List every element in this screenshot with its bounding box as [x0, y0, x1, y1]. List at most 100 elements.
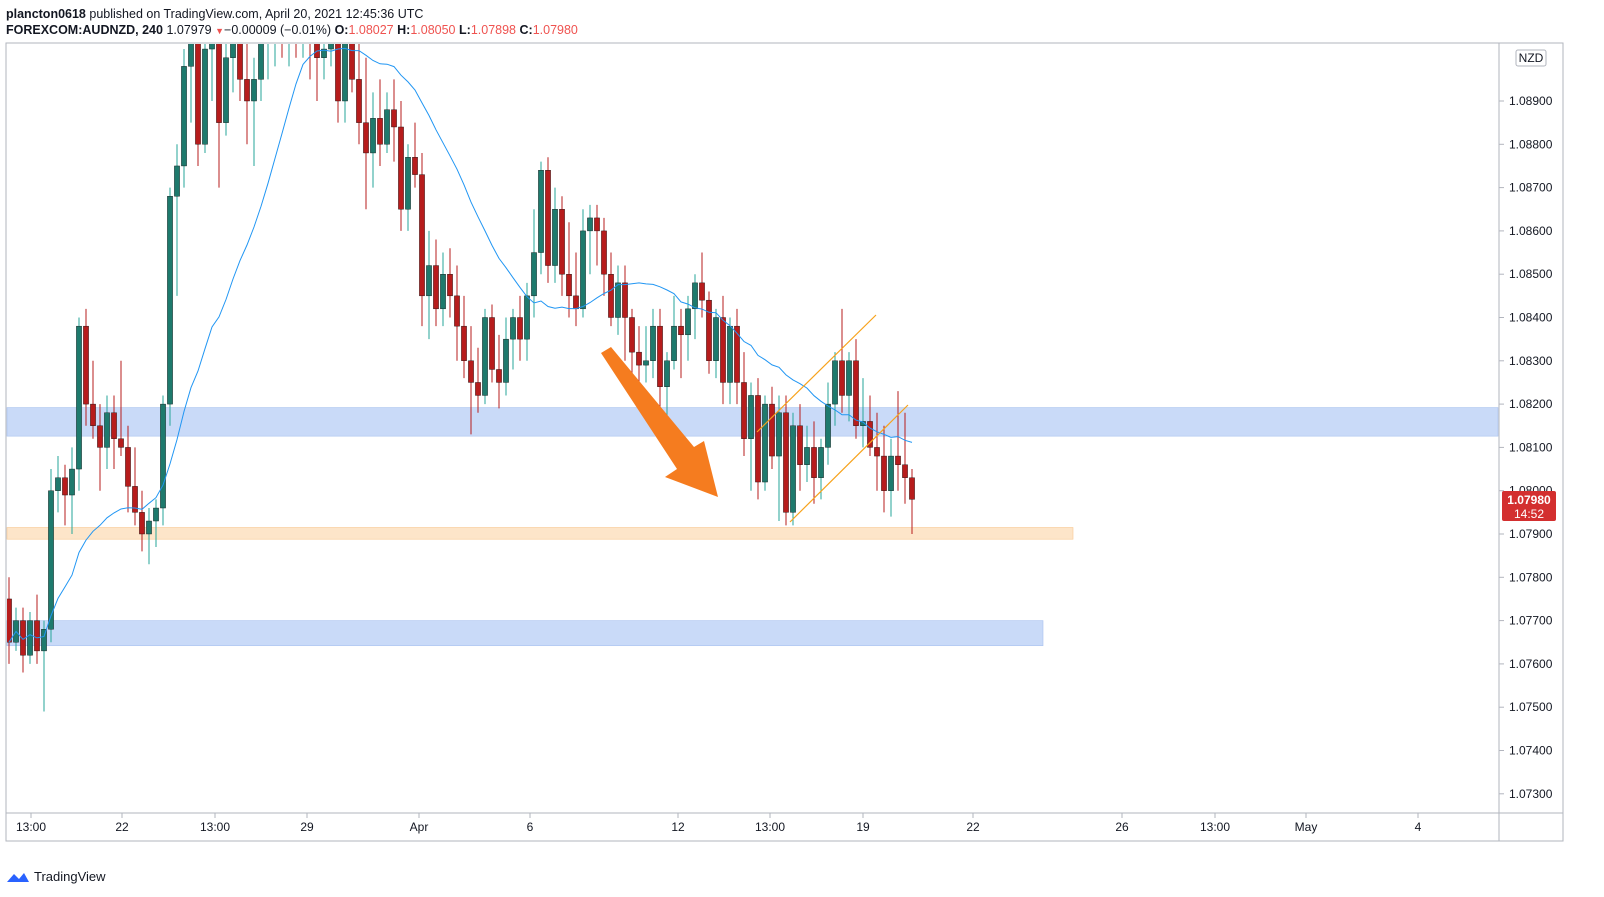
candle[interactable]	[335, 36, 341, 102]
candle[interactable]	[181, 66, 187, 167]
demand-zone[interactable]	[6, 620, 1044, 647]
candle[interactable]	[650, 325, 656, 362]
candle[interactable]	[258, 36, 264, 80]
candle[interactable]	[314, 36, 320, 58]
candle[interactable]	[902, 464, 908, 478]
candle[interactable]	[664, 360, 670, 387]
candle[interactable]	[223, 57, 229, 123]
candle[interactable]	[762, 403, 768, 483]
candle[interactable]	[755, 395, 761, 483]
candle[interactable]	[727, 325, 733, 383]
candle[interactable]	[216, 36, 222, 123]
candle[interactable]	[797, 425, 803, 465]
candle[interactable]	[321, 48, 327, 58]
time-axis[interactable]: 13:00 22 13:00 29 Apr 6 12 13:00 19 22 26 13:00 May 4	[16, 813, 1422, 834]
candle[interactable]	[160, 403, 166, 509]
candle[interactable]	[566, 274, 572, 297]
author-name[interactable]: plancton0618	[6, 7, 86, 21]
candle[interactable]	[783, 412, 789, 513]
candle[interactable]	[748, 395, 754, 439]
candle[interactable]	[671, 325, 677, 362]
candle[interactable]	[209, 36, 215, 50]
candle[interactable]	[167, 196, 173, 405]
candle[interactable]	[524, 295, 530, 340]
candle[interactable]	[846, 360, 852, 396]
candle[interactable]	[720, 317, 726, 383]
rising-channel[interactable]	[756, 314, 909, 523]
candle[interactable]	[594, 217, 600, 232]
candle[interactable]	[146, 520, 152, 535]
candle[interactable]	[349, 36, 355, 80]
candle[interactable]	[496, 369, 502, 383]
candle[interactable]	[391, 109, 397, 128]
candle[interactable]	[867, 421, 873, 448]
candle[interactable]	[293, 14, 298, 23]
candle[interactable]	[818, 447, 824, 478]
candle[interactable]	[6, 598, 12, 643]
candle[interactable]	[552, 209, 558, 266]
candle[interactable]	[888, 455, 894, 491]
candle[interactable]	[230, 14, 236, 58]
candle[interactable]	[83, 325, 89, 405]
support-zone[interactable]	[6, 527, 1074, 540]
candle[interactable]	[468, 360, 474, 383]
candle[interactable]	[678, 325, 684, 336]
candle[interactable]	[41, 629, 47, 652]
candle[interactable]	[188, 14, 194, 67]
symbol-name[interactable]: FOREXCOM:AUDNZD, 240	[6, 23, 163, 37]
candle[interactable]	[657, 325, 663, 387]
candle[interactable]	[370, 118, 376, 154]
candle[interactable]	[272, 14, 277, 23]
candle[interactable]	[580, 230, 586, 310]
candle[interactable]	[405, 157, 411, 210]
candle[interactable]	[97, 425, 103, 448]
candle[interactable]	[153, 507, 159, 522]
candle[interactable]	[356, 79, 362, 123]
candle[interactable]	[629, 317, 635, 353]
candle[interactable]	[461, 325, 467, 362]
candle[interactable]	[412, 157, 418, 175]
candle[interactable]	[860, 421, 866, 426]
candle[interactable]	[804, 447, 810, 465]
channel-lower-line[interactable]	[789, 404, 909, 523]
candle[interactable]	[62, 477, 68, 496]
candle[interactable]	[482, 317, 488, 396]
brand-name[interactable]: TradingView	[34, 869, 106, 884]
candle[interactable]	[307, 14, 312, 36]
candle[interactable]	[517, 317, 523, 340]
candle[interactable]	[741, 382, 747, 439]
candle[interactable]	[706, 299, 712, 361]
candle[interactable]	[790, 425, 796, 513]
candle[interactable]	[713, 317, 719, 361]
candle[interactable]	[510, 317, 516, 340]
candle[interactable]	[811, 447, 817, 478]
candle[interactable]	[328, 36, 334, 50]
candle[interactable]	[69, 468, 75, 496]
candle[interactable]	[685, 308, 691, 336]
channel-upper-line[interactable]	[756, 314, 877, 433]
candle[interactable]	[734, 325, 740, 383]
candle[interactable]	[853, 360, 859, 426]
candle[interactable]	[132, 486, 138, 513]
candle[interactable]	[76, 325, 82, 470]
candle[interactable]	[398, 126, 404, 210]
candle[interactable]	[202, 48, 208, 145]
candle[interactable]	[545, 170, 551, 266]
candle[interactable]	[832, 360, 838, 405]
candle[interactable]	[377, 118, 383, 145]
candle[interactable]	[587, 217, 593, 232]
candle[interactable]	[643, 360, 649, 366]
candle[interactable]	[279, 14, 284, 36]
candle[interactable]	[559, 209, 565, 275]
candle[interactable]	[55, 477, 61, 491]
candle[interactable]	[419, 174, 425, 297]
candle[interactable]	[573, 295, 579, 310]
candle[interactable]	[433, 265, 439, 310]
candle[interactable]	[622, 282, 628, 318]
candle[interactable]	[111, 412, 117, 439]
candle[interactable]	[195, 14, 201, 145]
candle[interactable]	[608, 274, 614, 318]
candle[interactable]	[881, 455, 887, 491]
price-axis[interactable]: 1.08900 1.08800 1.08700 1.08600 1.08500 1.084…	[1499, 94, 1553, 801]
